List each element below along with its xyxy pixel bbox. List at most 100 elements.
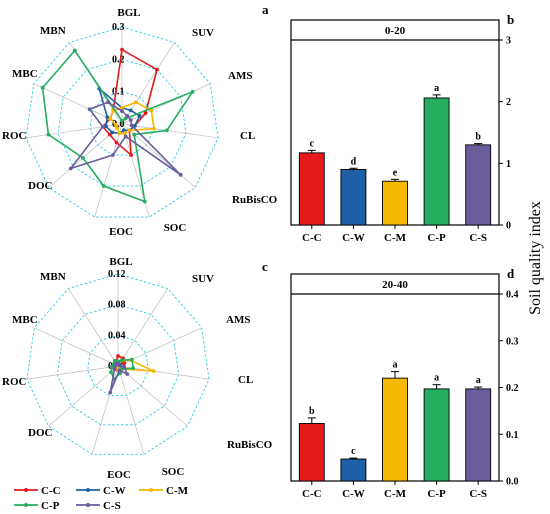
radar-point-C-W (137, 114, 142, 118)
radar-point-C-S (123, 134, 128, 139)
significance-letter: a (476, 375, 481, 386)
radar-grid-ring (56, 304, 180, 426)
radar-point-C-P (131, 366, 136, 371)
radar-point-C-P (119, 358, 124, 363)
radar-axis-label: SOC (162, 466, 185, 478)
radar-tick-label: 0.1 (112, 87, 125, 98)
radar-point-C-S (129, 123, 134, 128)
radar-axis-label: DOC (28, 427, 53, 439)
bar-C-S (465, 144, 492, 226)
radar-point-C-P (120, 118, 124, 123)
radar-point-C-S (128, 118, 133, 122)
legend-marker-C-W (86, 488, 90, 492)
radar-point-C-P (132, 132, 137, 137)
strip-label: 0-20 (385, 25, 406, 37)
radar-point-C-P (190, 89, 195, 94)
bar-C-P (423, 97, 450, 226)
bar-C-W (340, 458, 367, 482)
radar-point-C-C (129, 153, 134, 157)
y-tick-label: 1 (506, 159, 511, 170)
radar-point-C-P (72, 48, 77, 53)
radar-point-C-C (114, 140, 119, 145)
radar-axis-label: ROC (2, 130, 27, 142)
y-tick-label: 0.0 (506, 477, 519, 488)
y-tick-label: 2 (506, 97, 511, 108)
radar-spoke (117, 365, 145, 455)
category-label: C-C (302, 488, 322, 500)
y-tick-label: 0.2 (506, 383, 519, 394)
significance-letter: c (351, 446, 356, 457)
radar-axis-label: BGL (117, 7, 140, 19)
radar-axis-label: SOC (164, 222, 187, 234)
radar-point-C-W (105, 115, 110, 120)
radar-series-C-P (41, 49, 195, 203)
radar-point-C-P (109, 370, 113, 374)
radar-axis-label: RuBisCO (232, 194, 278, 206)
radar-point-C-S (106, 100, 110, 105)
radar-point-C-S (68, 166, 73, 171)
radar-point-C-S (118, 363, 122, 367)
radar-spoke (26, 365, 119, 380)
category-label: C-P (427, 232, 446, 244)
radar-axis-label: DOC (28, 180, 53, 192)
bar-C-M (382, 377, 408, 482)
radar-point-C-S (178, 172, 183, 177)
radar-point-C-S (125, 113, 130, 118)
radar-grid-ring (57, 58, 187, 187)
radar-point-C-C (155, 67, 159, 72)
radar-grid-ring (26, 273, 210, 455)
radar-point-C-S (108, 390, 113, 395)
radar-tick-label: 0.04 (108, 330, 126, 341)
significance-letter: b (309, 406, 315, 417)
strip-label: 20-40 (382, 279, 408, 291)
legend-marker-C-P (24, 503, 28, 507)
y-tick-label: 3 (506, 36, 511, 47)
legend-marker-C-M (149, 488, 153, 492)
bar-chart-b: 0-20 0 1 2 3 c C-C d C-W e C-M a C-P b C-S b (290, 12, 514, 244)
radar-tick-label: 0.3 (112, 22, 125, 33)
radar-spoke (117, 288, 169, 367)
radar-point-C-S (117, 368, 122, 373)
legend-label: C-P (41, 500, 60, 512)
significance-letter: e (393, 167, 398, 178)
legend-label: C-M (166, 485, 189, 497)
radar-axis-label: EOC (107, 469, 131, 481)
category-label: C-W (342, 232, 365, 244)
category-label: C-S (469, 232, 487, 244)
radar-axis-label: AMS (228, 70, 252, 82)
radar-point-C-C (116, 354, 120, 358)
radar-point-C-M (134, 100, 138, 105)
radar-axis-label: MBC (12, 314, 38, 326)
radar-point-C-M (120, 105, 124, 110)
category-label: C-W (342, 488, 365, 500)
radar-point-C-P (164, 128, 169, 133)
legend-marker-C-C (24, 488, 28, 492)
radar-spoke (121, 83, 211, 125)
radar-point-C-W (110, 130, 115, 135)
y-tick-label: 0.1 (506, 430, 519, 441)
panel-label: a (262, 2, 269, 17)
radar-axis-label: CL (238, 374, 253, 386)
bar-C-S (465, 388, 492, 482)
radar-series-C-S (68, 101, 182, 176)
radar-axis-label: MBN (40, 271, 66, 283)
radar-point-C-P (81, 155, 85, 160)
radar-point-C-S (110, 153, 115, 157)
radar-point-C-S (114, 361, 119, 366)
radar-point-C-P (130, 357, 134, 362)
radar-point-C-C (120, 47, 124, 52)
radar-point-C-M (117, 131, 122, 136)
bar-C-C (298, 423, 325, 482)
legend-marker-C-S (86, 503, 90, 507)
legend-label: C-C (41, 485, 61, 497)
radar-axis-label: AMS (226, 314, 250, 326)
category-label: C-S (469, 488, 487, 500)
radar-spoke (117, 365, 188, 427)
radar-axis-label: SUV (192, 273, 214, 285)
y-tick-label: 0.3 (506, 336, 519, 347)
radar-point-C-S (120, 109, 124, 113)
radar-spoke (48, 365, 119, 427)
radar-tick-label: 0.2 (112, 54, 125, 65)
significance-letter: a (434, 373, 439, 384)
radar-point-C-M (115, 126, 120, 131)
